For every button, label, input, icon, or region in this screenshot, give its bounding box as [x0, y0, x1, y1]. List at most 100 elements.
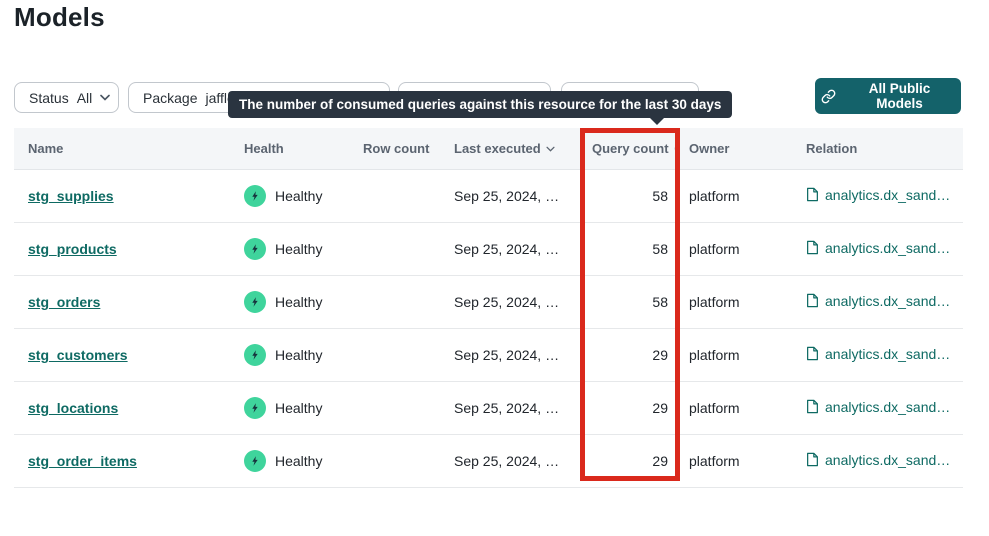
status-filter-label: Status — [29, 89, 69, 106]
owner-cell: platform — [689, 400, 740, 416]
query-count-cell: 58 — [652, 188, 668, 204]
link-icon — [821, 89, 836, 104]
relation-cell: analytics.dx_sand… — [789, 240, 963, 259]
table-row: stg_order_items Healthy Sep 25, 2024, … … — [14, 435, 963, 488]
relation-cell: analytics.dx_sand… — [789, 346, 963, 365]
last-executed-cell: Sep 25, 2024, … — [454, 453, 560, 469]
column-header-health: Health — [244, 141, 284, 156]
table-row: stg_locations Healthy Sep 25, 2024, … 29… — [14, 382, 963, 435]
name-cell: stg_order_items — [14, 453, 230, 469]
relation-label: analytics.dx_sand… — [825, 451, 951, 468]
owner-cell: platform — [689, 347, 740, 363]
document-icon — [806, 346, 819, 361]
health-cell: Healthy — [230, 344, 363, 366]
table-row: stg_products Healthy Sep 25, 2024, … 58 … — [14, 223, 963, 276]
document-icon — [806, 399, 819, 414]
models-table: Name Health Row count Last executed Quer… — [14, 128, 963, 488]
chevron-down-icon — [100, 94, 111, 101]
table-body: stg_supplies Healthy Sep 25, 2024, … 58 … — [14, 170, 963, 488]
health-cell: Healthy — [230, 238, 363, 260]
healthy-status-icon — [244, 450, 266, 472]
name-cell: stg_customers — [14, 347, 230, 363]
status-filter-value: All — [76, 89, 93, 106]
document-icon — [806, 187, 819, 202]
tooltip-text: The number of consumed queries against t… — [239, 97, 722, 112]
name-cell: stg_products — [14, 241, 230, 257]
query-count-cell: 58 — [652, 241, 668, 257]
column-header-relation: Relation — [806, 141, 858, 156]
page-title: Models — [14, 2, 105, 32]
last-executed-cell: Sep 25, 2024, … — [454, 241, 560, 257]
all-public-models-button[interactable]: All Public Models — [815, 78, 961, 114]
relation-link[interactable]: analytics.dx_sand… — [806, 187, 950, 203]
table-row: stg_customers Healthy Sep 25, 2024, … 29… — [14, 329, 963, 382]
model-name-link[interactable]: stg_order_items — [28, 453, 137, 469]
health-status-label: Healthy — [275, 294, 323, 310]
name-cell: stg_orders — [14, 294, 230, 310]
query-count-cell: 29 — [652, 400, 668, 416]
last-executed-cell: Sep 25, 2024, … — [454, 400, 560, 416]
relation-label: analytics.dx_sand… — [825, 239, 951, 256]
health-status-label: Healthy — [275, 453, 323, 469]
status-filter-dropdown[interactable]: Status All — [14, 82, 119, 113]
owner-cell: platform — [689, 241, 740, 257]
tooltip-arrow — [648, 116, 666, 125]
query-count-cell: 29 — [652, 453, 668, 469]
healthy-status-icon — [244, 291, 266, 313]
healthy-status-icon — [244, 238, 266, 260]
relation-link[interactable]: analytics.dx_sand… — [806, 293, 950, 309]
health-cell: Healthy — [230, 185, 363, 207]
relation-link[interactable]: analytics.dx_sand… — [806, 346, 950, 362]
query-count-tooltip: The number of consumed queries against t… — [228, 91, 733, 118]
owner-cell: platform — [689, 294, 740, 310]
column-header-last-executed[interactable]: Last executed — [440, 141, 586, 156]
relation-link[interactable]: analytics.dx_sand… — [806, 240, 950, 256]
table-row: stg_supplies Healthy Sep 25, 2024, … 58 … — [14, 170, 963, 223]
query-count-cell: 58 — [652, 294, 668, 310]
table-header-row: Name Health Row count Last executed Quer… — [14, 128, 963, 170]
health-status-label: Healthy — [275, 400, 323, 416]
name-cell: stg_supplies — [14, 188, 230, 204]
relation-cell: analytics.dx_sand… — [789, 293, 963, 312]
last-executed-cell: Sep 25, 2024, … — [454, 294, 560, 310]
model-name-link[interactable]: stg_customers — [28, 347, 128, 363]
model-name-link[interactable]: stg_locations — [28, 400, 119, 416]
healthy-status-icon — [244, 344, 266, 366]
name-cell: stg_locations — [14, 400, 230, 416]
health-cell: Healthy — [230, 450, 363, 472]
document-icon — [806, 240, 819, 255]
last-executed-cell: Sep 25, 2024, … — [454, 188, 560, 204]
health-status-label: Healthy — [275, 347, 323, 363]
model-name-link[interactable]: stg_orders — [28, 294, 101, 310]
relation-link[interactable]: analytics.dx_sand… — [806, 399, 950, 415]
relation-label: analytics.dx_sand… — [825, 186, 951, 203]
column-header-row-count: Row count — [363, 141, 430, 156]
relation-cell: analytics.dx_sand… — [789, 452, 963, 471]
column-header-query-count: Query count — [586, 141, 678, 156]
health-status-label: Healthy — [275, 188, 323, 204]
info-icon[interactable] — [674, 141, 678, 156]
column-header-owner: Owner — [689, 141, 730, 156]
package-filter-label: Package — [143, 89, 198, 106]
document-icon — [806, 293, 819, 308]
column-header-last-executed-label: Last executed — [454, 141, 541, 156]
health-cell: Healthy — [230, 397, 363, 419]
last-executed-cell: Sep 25, 2024, … — [454, 347, 560, 363]
model-name-link[interactable]: stg_products — [28, 241, 117, 257]
relation-cell: analytics.dx_sand… — [789, 187, 963, 206]
healthy-status-icon — [244, 185, 266, 207]
health-status-label: Healthy — [275, 241, 323, 257]
relation-cell: analytics.dx_sand… — [789, 399, 963, 418]
column-header-query-count-label: Query count — [592, 141, 669, 156]
relation-link[interactable]: analytics.dx_sand… — [806, 452, 950, 468]
all-public-models-label: All Public Models — [868, 81, 931, 111]
model-name-link[interactable]: stg_supplies — [28, 188, 114, 204]
table-row: stg_orders Healthy Sep 25, 2024, … 58 pl… — [14, 276, 963, 329]
column-header-name: Name — [28, 141, 64, 156]
sort-chevron-icon — [546, 146, 555, 152]
relation-label: analytics.dx_sand… — [825, 398, 951, 415]
healthy-status-icon — [244, 397, 266, 419]
query-count-cell: 29 — [652, 347, 668, 363]
relation-label: analytics.dx_sand… — [825, 345, 951, 362]
